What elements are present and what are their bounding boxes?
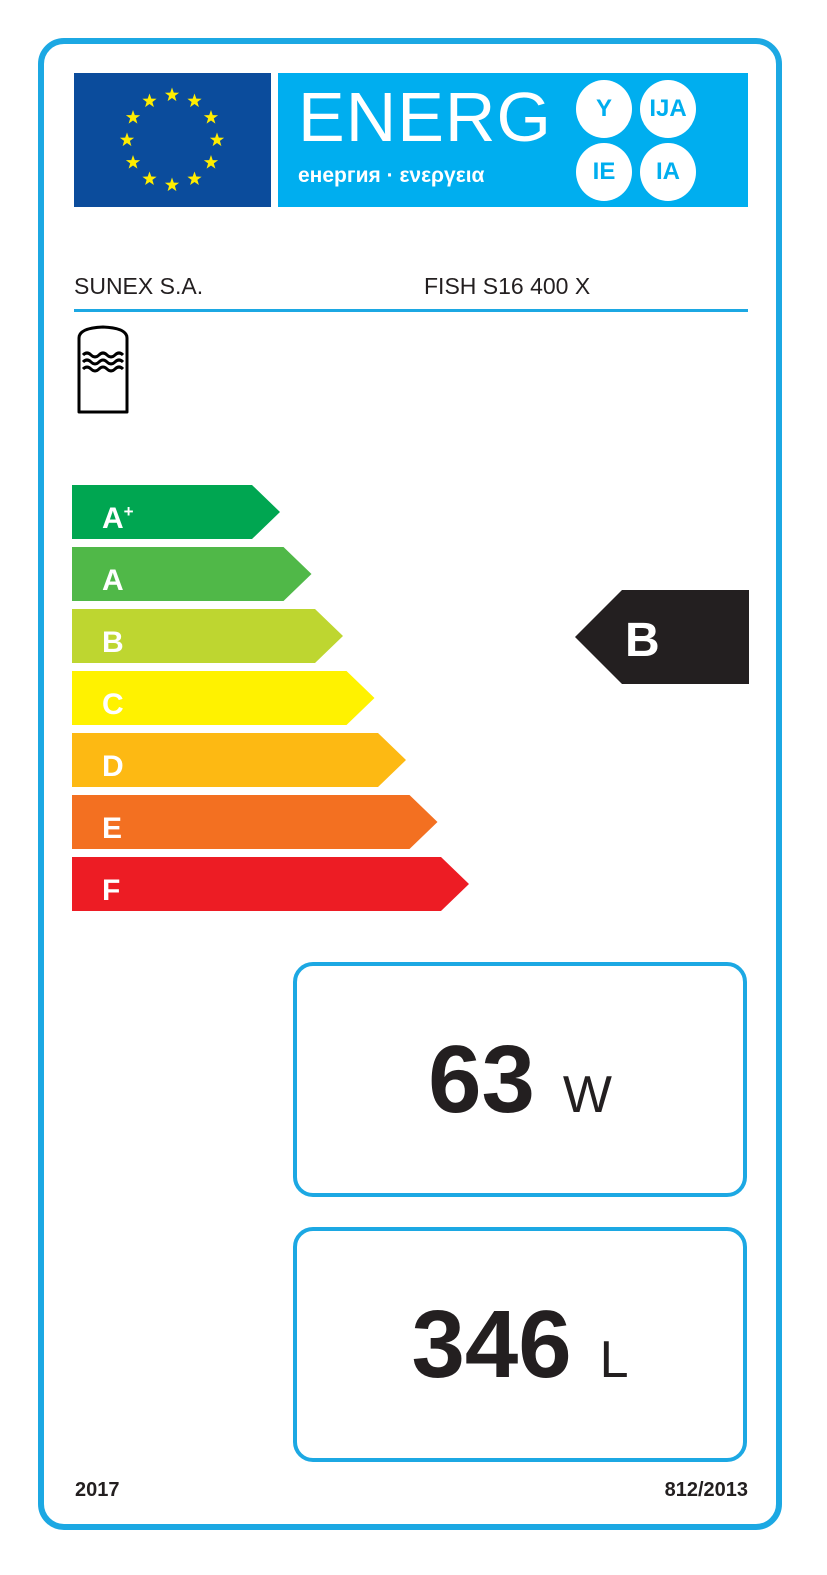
regulation-number: 812/2013 — [664, 1479, 748, 1501]
star — [203, 110, 219, 124]
lang-circle: IE — [576, 143, 632, 201]
energy-class-label: B — [102, 626, 124, 659]
lang-circle: IJA — [640, 80, 696, 138]
energy-class-bar: C — [72, 671, 375, 725]
standing-loss-value: 63 — [428, 1026, 535, 1133]
model-identifier: FISH S16 400 X — [424, 273, 591, 299]
rating-arrow: B — [575, 590, 749, 684]
energy-class-label: C — [102, 688, 124, 721]
energy-banner: ENERG енергия · ενεργεια Y IJA IE IA — [278, 73, 748, 207]
energy-title: ENERG — [298, 78, 552, 156]
standing-loss-box: 63 W — [293, 962, 747, 1197]
label-frame — [38, 38, 782, 1530]
label-year: 2017 — [75, 1479, 120, 1501]
eu-stars-icon — [119, 87, 225, 192]
rating-class: B — [625, 614, 660, 667]
energy-class-bar: D — [72, 733, 406, 787]
supplier-name: SUNEX S.A. — [74, 273, 204, 299]
energy-class-label: E — [102, 812, 123, 845]
lang-circle: IA — [640, 143, 696, 201]
star — [164, 87, 180, 102]
energy-class-bar: A — [72, 547, 312, 601]
energy-class-bar: E — [72, 795, 438, 849]
energy-class-bar: F — [72, 857, 469, 911]
energy-class-label: A — [102, 564, 124, 597]
energy-subtitle: енергия · ενεργεια — [298, 164, 485, 187]
volume-box: 346 L — [293, 1227, 747, 1462]
energy-class-label: D — [102, 750, 124, 783]
star — [164, 177, 180, 192]
star — [119, 132, 135, 147]
eu-flag — [74, 73, 271, 207]
star — [203, 155, 219, 169]
standing-loss-unit: W — [562, 1066, 612, 1124]
star — [187, 93, 202, 108]
energy-class-label: A+ — [102, 502, 134, 535]
star — [142, 93, 157, 108]
star — [187, 171, 202, 185]
divider — [74, 309, 748, 312]
volume-unit: L — [599, 1331, 629, 1389]
water-tank-icon — [77, 325, 129, 414]
energy-class-label: F — [102, 874, 121, 907]
star — [125, 110, 141, 124]
volume-value: 346 — [411, 1291, 572, 1398]
energy-class-bar: A+ — [72, 485, 280, 539]
star — [142, 171, 157, 185]
star — [209, 132, 225, 147]
energy-class-bar: B — [72, 609, 343, 663]
star — [125, 155, 141, 169]
lang-circle: Y — [576, 80, 632, 138]
